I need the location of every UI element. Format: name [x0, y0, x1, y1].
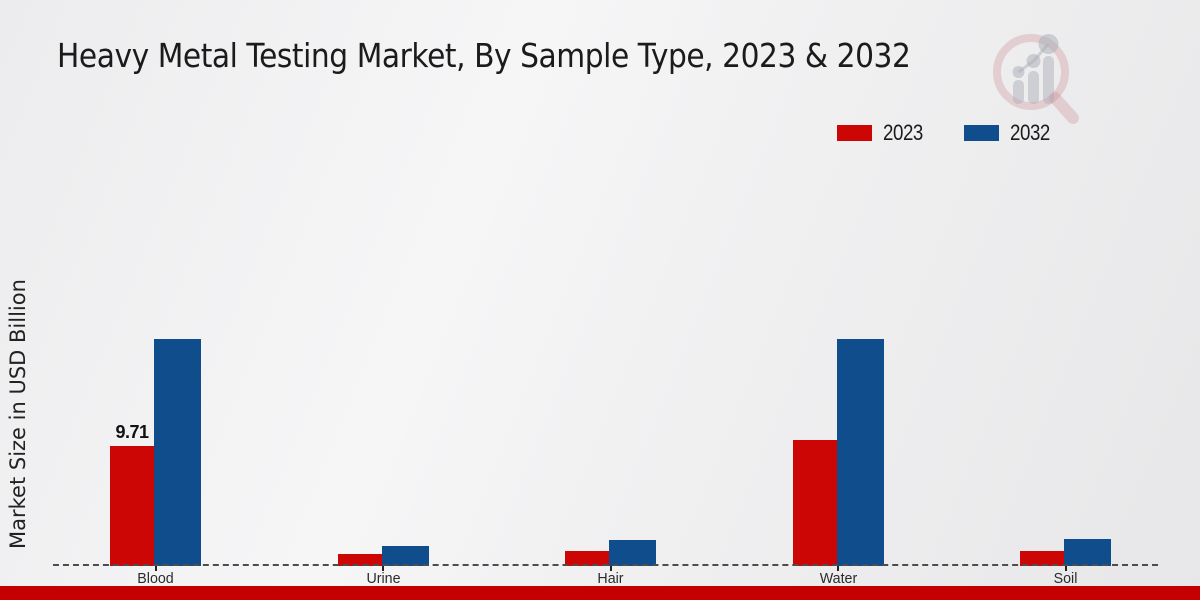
x-axis-baseline	[53, 564, 1158, 566]
footer-accent-bar	[0, 586, 1200, 600]
x-axis-tick-urine	[382, 566, 384, 571]
chart-title: Heavy Metal Testing Market, By Sample Ty…	[57, 36, 911, 75]
bar-group-blood: 9.71	[110, 339, 201, 566]
x-axis-label-water: Water	[819, 570, 857, 587]
legend-swatch-2032	[963, 125, 999, 141]
x-axis-label-urine: Urine	[365, 570, 401, 587]
bar-water-2032	[836, 339, 884, 566]
legend-swatch-2023	[837, 125, 872, 141]
bar-hair-2032	[609, 540, 656, 566]
bar-water-2023	[792, 440, 837, 566]
bar-soil-2023	[1020, 551, 1064, 566]
x-axis-tick-soil	[1064, 566, 1067, 571]
bar-group-water	[792, 339, 884, 566]
legend-label: 2032	[1009, 120, 1050, 145]
market-research-future-logo-icon	[993, 34, 1079, 124]
legend-item-2023: 2023	[837, 120, 930, 146]
bar-urine-2023	[337, 554, 382, 566]
bar-urine-2032	[381, 546, 429, 566]
x-axis-tick-hair	[609, 566, 612, 571]
chart-legend: 2023 2032	[837, 120, 1057, 146]
legend-label: 2023	[883, 120, 923, 145]
bar-value-label-blood-2023: 9.71	[115, 422, 149, 442]
bar-blood-2023: 9.71	[110, 422, 154, 566]
bar-group-urine	[337, 546, 429, 566]
x-axis-tick-water	[837, 566, 839, 571]
x-axis-tick-blood	[154, 566, 157, 571]
x-axis-label-hair: Hair	[597, 570, 624, 587]
bar-soil-2032	[1064, 539, 1111, 566]
x-axis-label-soil: Soil	[1053, 570, 1078, 587]
x-axis-label-blood: Blood	[137, 570, 174, 587]
bar-hair-2023	[565, 551, 609, 566]
bar-group-hair	[565, 540, 656, 566]
bar-blood-2032	[154, 339, 201, 566]
legend-item-2032: 2032	[963, 120, 1057, 146]
bar-group-soil	[1020, 539, 1111, 566]
